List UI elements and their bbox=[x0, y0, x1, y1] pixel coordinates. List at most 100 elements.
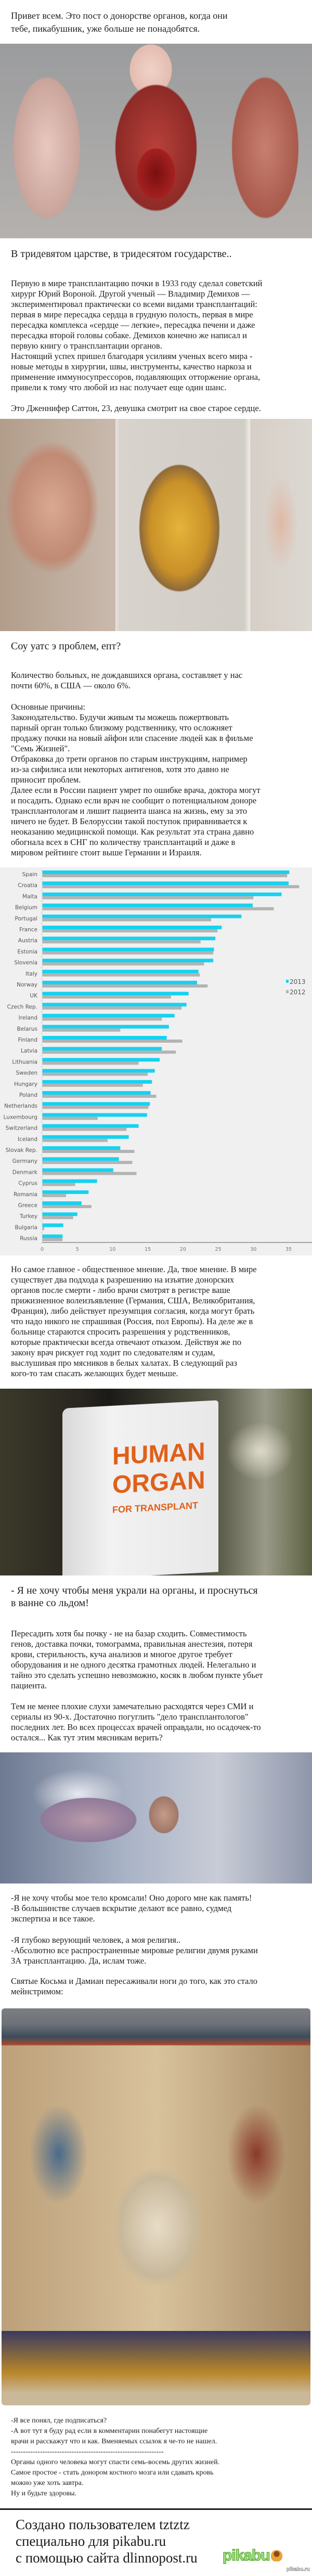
bar-2012 bbox=[42, 918, 212, 921]
organ-bag: HUMAN ORGAN FOR TRANSPLANT bbox=[62, 1400, 218, 1575]
text-line: новые методы в хирургии, швы, инструмент… bbox=[11, 362, 252, 371]
bar-2013 bbox=[42, 1069, 155, 1073]
bar-2012 bbox=[42, 1072, 148, 1076]
text-line: Первую в мире трансплантацию почки в 193… bbox=[11, 278, 263, 288]
x-tick-label: 15 bbox=[145, 1247, 151, 1252]
footer-line: Создано пользователем tztztz bbox=[16, 2517, 190, 2532]
text-line: выслушивая про мясников в белых халатах.… bbox=[11, 1358, 237, 1368]
text-line: первая в мире пересадка сердца в грудную… bbox=[11, 310, 253, 319]
bar-2012 bbox=[42, 907, 274, 911]
text-line: Но самое главное - общественное мнение. … bbox=[11, 1264, 257, 1274]
text-line: Настоящий успех пришел благодаря усилиям… bbox=[11, 351, 253, 361]
bar-2013 bbox=[42, 1146, 121, 1150]
bar-2013 bbox=[42, 1113, 147, 1117]
bar-2013 bbox=[42, 937, 216, 941]
bar-2012 bbox=[42, 973, 200, 977]
bar-2013 bbox=[42, 1190, 89, 1194]
saints-cosmas-damian-icon-painting bbox=[2, 2008, 310, 2405]
bar-2013 bbox=[42, 981, 197, 984]
text-line: Основные причины: bbox=[11, 702, 86, 712]
category-label: Slovenia bbox=[14, 960, 37, 966]
category-label: Finland bbox=[18, 1037, 37, 1043]
section-heading: В тридевятом царстве, в тридесятом госуд… bbox=[11, 248, 232, 260]
pikabu-logo: pikabu bbox=[222, 2546, 282, 2565]
bar-2012 bbox=[42, 995, 171, 999]
bar-2013 bbox=[42, 1124, 139, 1128]
muffin-icon bbox=[270, 2550, 282, 2561]
paragraph: Настоящий успех пришел благодаря усилиям… bbox=[11, 351, 307, 393]
intro-line: Привет всем. Это пост о донорстве органо… bbox=[11, 10, 228, 21]
bar-2012 bbox=[42, 1095, 157, 1098]
chart-svg: Spain Croatia Malta Belgium Portugal France Au… bbox=[4, 869, 312, 1252]
category-label: Italy bbox=[25, 971, 37, 977]
legend-swatch bbox=[286, 990, 289, 993]
category-label: Estonia bbox=[17, 949, 37, 955]
bag-lettering: ORGAN bbox=[112, 1466, 205, 1499]
text-line: неоказанию медицинской помощи. Как резул… bbox=[11, 827, 254, 837]
bar-2013 bbox=[42, 1179, 97, 1183]
bar-2012 bbox=[42, 1040, 183, 1043]
paragraph: -Я глубоко верующий человек, а моя религ… bbox=[11, 1935, 307, 1966]
text-line: экспертиза и все такое. bbox=[11, 1914, 95, 1924]
bar-2013 bbox=[42, 1102, 150, 1106]
category-label: Poland bbox=[19, 1092, 37, 1098]
bar-2012 bbox=[42, 1061, 139, 1065]
bar-2012 bbox=[42, 1138, 108, 1142]
category-label: Bulgaria bbox=[15, 1224, 37, 1231]
bar-2013 bbox=[42, 1024, 169, 1029]
paragraph: Количество больных, не дождавшихся орган… bbox=[11, 670, 307, 691]
text-line: мейнстримом: bbox=[11, 1987, 63, 1996]
category-label: Norway bbox=[17, 982, 37, 988]
bar-2012 bbox=[42, 1150, 135, 1153]
text-line: хирург Юрий Вороной. Другой ученый — Вла… bbox=[11, 289, 250, 299]
category-label: Iceland bbox=[18, 1136, 37, 1143]
watermark: pikabu.ru bbox=[286, 2567, 310, 2573]
anatomical-models-photo bbox=[0, 44, 312, 238]
bar-2013 bbox=[42, 1080, 152, 1084]
bar-2012 bbox=[42, 940, 201, 944]
category-label: Turkey bbox=[19, 1213, 37, 1220]
text-line: Пересадить хотя бы почку - не на базар с… bbox=[11, 1629, 247, 1638]
bar-2013 bbox=[42, 914, 242, 918]
text-line: приносит проблем. bbox=[11, 775, 81, 785]
bar-2012 bbox=[42, 1050, 176, 1054]
text-line: остался... Как тут этим мясникам верить? bbox=[11, 1733, 163, 1742]
bar-2013 bbox=[42, 1201, 82, 1205]
text-line: последних лет. Во всех процессах врачей … bbox=[11, 1722, 261, 1732]
bar-2012 bbox=[42, 1194, 67, 1197]
text-line: врачи и расскажут что и как. Вменяемых с… bbox=[11, 2438, 217, 2445]
bar-2012 bbox=[42, 1106, 149, 1109]
paragraph: Тем не менее плохие слухи замечательно р… bbox=[11, 1701, 307, 1743]
x-tick-label: 0 bbox=[41, 1247, 44, 1252]
section-heading: Соу уатс э проблем, епт? bbox=[11, 640, 121, 652]
text-line: мировом рейтинге стоит выше Германии и И… bbox=[11, 848, 202, 857]
text-line: которые практически всегда отвечают отка… bbox=[11, 1337, 242, 1347]
category-label: Ireland bbox=[19, 1015, 37, 1021]
bar-2013 bbox=[42, 1047, 162, 1051]
legend-label: 2013 bbox=[290, 978, 306, 985]
photo-caption: Это Дженнифер Саттон, 23, девушка смотри… bbox=[11, 403, 261, 413]
category-label: Romania bbox=[14, 1191, 37, 1198]
bar-2013 bbox=[42, 947, 214, 952]
x-tick-label: 10 bbox=[109, 1247, 115, 1252]
intro-text: Привет всем. Это пост о донорстве органо… bbox=[11, 9, 307, 35]
text-line: парный орган только близкому родственник… bbox=[11, 723, 232, 733]
text-line: - Я не хочу чтобы меня украли на органы,… bbox=[11, 1585, 258, 1596]
text-line: Святые Косьма и Дамиан пересаживали ноги… bbox=[11, 1976, 257, 1986]
x-tick-label: 5 bbox=[76, 1247, 79, 1252]
bar-2012 bbox=[42, 962, 204, 966]
bar-2013 bbox=[42, 1168, 113, 1172]
category-label: Austria bbox=[18, 938, 37, 944]
footer-line: специально для pikabu.ru bbox=[16, 2533, 166, 2549]
text-line: в ванне со льдом! bbox=[11, 1597, 89, 1609]
footer-line: с помощью сайта dlinnopost.ru bbox=[16, 2550, 198, 2566]
text-line: применение иммуносупрессоров, подавляющи… bbox=[11, 372, 261, 382]
paragraph: -Я не хочу чтобы мое тело кромсали! Оно … bbox=[11, 1893, 307, 1924]
bar-2012 bbox=[42, 896, 254, 900]
text-line: экспериментировал практически со всеми в… bbox=[11, 299, 257, 309]
category-label: Cyprus bbox=[18, 1181, 37, 1187]
bar-2012 bbox=[42, 1238, 63, 1241]
category-label: Lithuania bbox=[12, 1059, 37, 1065]
bar-2012 bbox=[42, 1205, 92, 1208]
text-line: ничего не будет. В Белоруссии такой пост… bbox=[11, 816, 248, 826]
